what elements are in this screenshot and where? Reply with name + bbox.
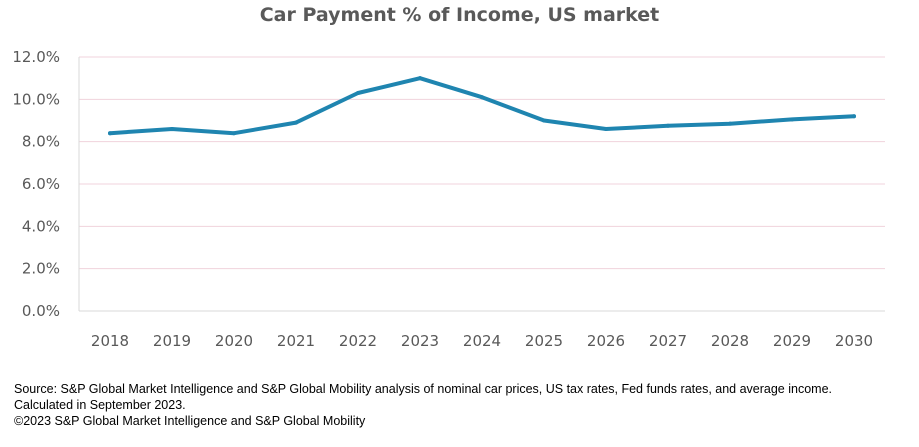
x-tick-label: 2026 [587,332,625,350]
data-point [728,121,732,126]
x-tick-label: 2023 [401,332,439,350]
data-point [604,126,608,131]
x-tick-label: 2020 [215,332,253,350]
data-point [108,131,112,136]
y-tick-label: 4.0% [22,217,60,235]
data-point [232,131,236,136]
x-tick-label: 2029 [773,332,811,350]
y-tick-label: 2.0% [22,260,60,278]
x-tick-label: 2025 [525,332,563,350]
data-point [356,90,360,95]
x-tick-label: 2021 [277,332,315,350]
x-tick-label: 2022 [339,332,377,350]
source-line: Source: S&P Global Market Intelligence a… [14,382,833,396]
y-axis: 0.0% 2.0% 4.0% 6.0% 8.0% 10.0% 12.0% [12,48,80,320]
series-line [108,76,856,136]
data-point [542,118,546,123]
y-tick-label: 8.0% [22,133,60,151]
y-tick-label: 12.0% [12,48,60,66]
data-point [294,120,298,125]
gridlines [79,56,885,270]
y-tick-label: 6.0% [22,175,60,193]
x-tick-label: 2030 [835,332,873,350]
x-axis: 2018 2019 2020 2021 2022 2023 2024 2025 2026 2027… [79,310,885,350]
copyright-line: ©2023 S&P Global Market Intelligence and… [14,414,366,428]
y-tick-label: 0.0% [22,302,60,320]
x-tick-label: 2024 [463,332,501,350]
source-footnote: Source: S&P Global Market Intelligence a… [14,381,914,429]
x-tick-label: 2027 [649,332,687,350]
data-point [418,76,422,81]
x-tick-label: 2018 [91,332,129,350]
y-tick-label: 10.0% [12,90,60,108]
x-tick-label: 2019 [153,332,191,350]
data-point [852,114,856,119]
line-chart: 0.0%2.0%4.0%6.0%8.0%10.0%12.0% 2018 2019 2… [12,48,885,350]
chart-title: Car Payment % of Income, US market [259,4,660,26]
x-tick-label: 2028 [711,332,749,350]
series-layer [108,76,856,136]
data-point [480,95,484,100]
data-point [790,117,794,122]
calculation-date-line: Calculated in September 2023. [14,398,186,412]
data-point [170,126,174,131]
data-point [666,123,670,128]
